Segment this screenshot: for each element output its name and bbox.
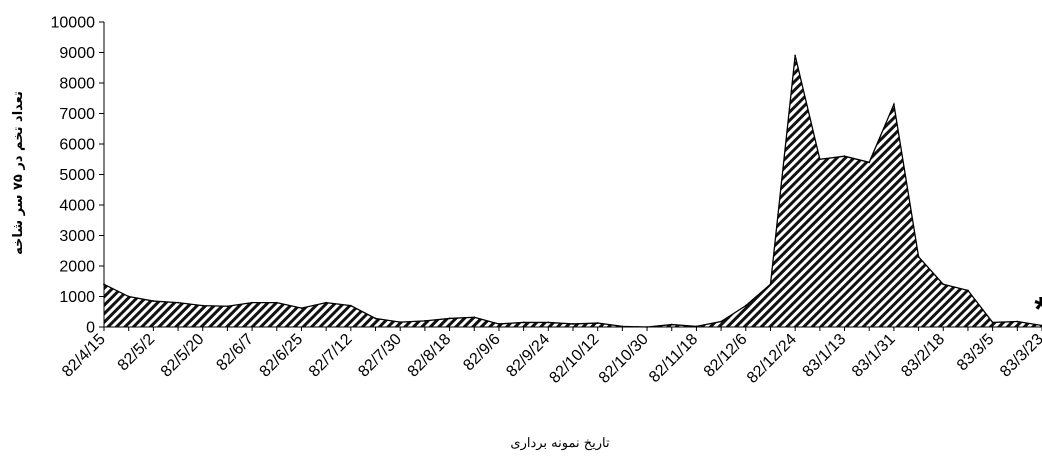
data-point bbox=[399, 321, 402, 324]
x-tick-label: 83/2/18 bbox=[898, 331, 948, 381]
x-tick-label: 83/1/13 bbox=[800, 331, 850, 381]
data-point bbox=[251, 301, 254, 304]
x-tick-label: 82/7/30 bbox=[355, 331, 405, 381]
data-point bbox=[152, 300, 155, 302]
data-point bbox=[547, 321, 550, 324]
y-tick-label: 7000 bbox=[59, 106, 95, 123]
plot-area bbox=[103, 54, 1042, 328]
y-tick-label: 10000 bbox=[51, 15, 96, 32]
y-tick-label: 3000 bbox=[59, 228, 95, 245]
data-point bbox=[917, 255, 920, 258]
data-point bbox=[892, 103, 895, 106]
data-point bbox=[942, 283, 945, 286]
x-tick-label: 82/5/2 bbox=[115, 331, 159, 375]
x-axis: 82/4/15 82/5/2 82/5/20 82/6/7 82/6/25 82/7/12… bbox=[59, 326, 1042, 387]
x-tick-label: 83/3/5 bbox=[954, 331, 998, 375]
data-point bbox=[670, 323, 673, 326]
data-point bbox=[177, 301, 179, 304]
x-axis-title: تاریخ نمونه برداری bbox=[510, 436, 610, 451]
y-tick-label: 0 bbox=[86, 320, 95, 337]
y-axis-title: تعداد تخم در ۷۵ سر شاخه bbox=[11, 91, 26, 255]
y-tick-label: 2000 bbox=[59, 259, 95, 276]
data-point bbox=[201, 304, 204, 307]
y-tick-label: 1000 bbox=[59, 289, 95, 306]
data-point bbox=[325, 301, 328, 304]
data-point bbox=[349, 304, 352, 307]
data-point bbox=[226, 305, 229, 308]
data-point bbox=[967, 289, 969, 292]
y-axis: 0 1000 2000 3000 4000 5000 6000 7000 8000 9000 100… bbox=[51, 15, 105, 337]
y-tick-label: 6000 bbox=[59, 137, 95, 154]
data-point bbox=[744, 304, 747, 307]
data-point bbox=[448, 317, 451, 320]
y-tick-label: 5000 bbox=[59, 167, 95, 184]
x-tick-label: 83/1/31 bbox=[849, 331, 899, 381]
data-point bbox=[423, 320, 426, 322]
y-tick-label: 8000 bbox=[59, 76, 95, 93]
x-tick-label: 82/4/15 bbox=[59, 331, 109, 381]
data-point bbox=[596, 322, 599, 324]
data-point bbox=[818, 158, 821, 161]
data-point bbox=[275, 301, 278, 304]
data-point bbox=[1016, 320, 1019, 323]
series-area-fill bbox=[104, 55, 1042, 328]
x-tick-label: 82/6/25 bbox=[257, 331, 307, 381]
chart-annotation-asterisk: * bbox=[1034, 290, 1042, 328]
data-point bbox=[300, 307, 303, 309]
y-tick-label: 9000 bbox=[59, 45, 95, 62]
x-tick-label: 82/10/30 bbox=[596, 331, 652, 387]
data-point bbox=[720, 320, 723, 323]
data-point bbox=[127, 295, 130, 298]
data-point bbox=[991, 321, 994, 324]
y-tick-label: 4000 bbox=[59, 198, 95, 215]
data-point bbox=[522, 321, 525, 324]
data-point bbox=[843, 155, 846, 158]
x-tick-label: 82/10/12 bbox=[546, 331, 602, 387]
data-point bbox=[868, 161, 871, 164]
x-tick-label: 82/11/18 bbox=[646, 331, 701, 386]
data-point bbox=[498, 323, 500, 325]
data-point bbox=[769, 283, 772, 286]
data-point bbox=[374, 317, 377, 320]
x-tick-label: 82/6/7 bbox=[213, 331, 257, 375]
x-tick-label: 82/12/6 bbox=[701, 331, 751, 381]
x-tick-label: 83/3/23 bbox=[997, 331, 1042, 381]
x-tick-label: 82/5/20 bbox=[158, 331, 208, 381]
data-point bbox=[572, 323, 574, 325]
x-tick-label: 82/8/18 bbox=[405, 331, 455, 381]
data-point bbox=[473, 316, 476, 319]
x-tick-label: 82/9/24 bbox=[503, 331, 553, 381]
x-tick-label: 82/12/24 bbox=[744, 331, 800, 387]
data-point bbox=[794, 54, 797, 57]
x-tick-label: 82/9/6 bbox=[460, 331, 504, 375]
x-tick-label: 82/7/12 bbox=[306, 331, 356, 381]
